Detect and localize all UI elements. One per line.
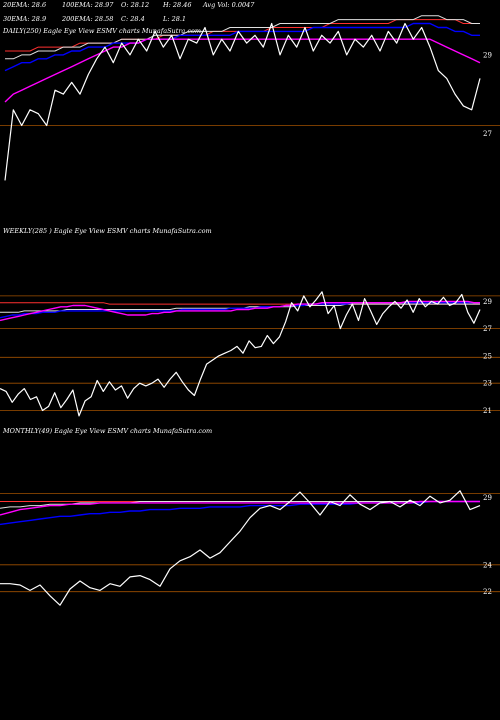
monthly-ema20-line [0, 500, 480, 516]
weekly-y-tick-label: 25 [483, 352, 492, 360]
weekly-y-tick-label: 21 [483, 407, 492, 415]
weekly-y-tick-label: 27 [483, 325, 492, 333]
header-high: H: 28.46 [162, 1, 192, 9]
monthly-y-tick-label: 22 [483, 588, 492, 596]
header-ema30: 30EMA: 28.9 [3, 15, 46, 23]
header-close: C: 28.4 [121, 15, 145, 23]
header-avg-vol: Avg Vol: 0.0047 [202, 1, 255, 9]
header-ema20: 20EMA: 28.6 [2, 1, 46, 9]
header-ema200: 200EMA: 28.58 [61, 15, 113, 23]
daily-ema-mid-line [5, 15, 480, 60]
monthly-y-tick-label: 24 [483, 561, 492, 569]
monthly-price-line [0, 490, 481, 606]
level-lines-layer [0, 125, 500, 593]
monthly-ema-mid-line [0, 501, 480, 509]
series-layer [0, 15, 481, 606]
weekly-price-line [0, 291, 481, 417]
daily-y-tick-label: 29 [483, 51, 492, 59]
daily-panel-title: DAILY(250) Eagle Eye View ESMV charts Mu… [2, 27, 201, 35]
header-open: O: 28.12 [121, 1, 149, 9]
header-low: L: 28.1 [162, 15, 186, 23]
daily-ema30-line [4, 22, 480, 72]
weekly-y-tick-label: 29 [483, 298, 492, 306]
header-ema100: 100EMA: 28.97 [62, 1, 114, 9]
tick-labels-layer: 29 27 29 27 25 23 21 29 24 22 [483, 51, 492, 596]
daily-price-line [4, 22, 481, 181]
weekly-ema20-line [0, 300, 480, 322]
monthly-y-tick-label: 29 [483, 494, 492, 502]
weekly-panel-title: WEEKLY(285 ) Eagle Eye View ESMV charts … [3, 227, 212, 235]
monthly-panel-title: MONTHLY(49) Eagle Eye View ESMV charts M… [2, 427, 212, 435]
weekly-y-tick-label: 23 [483, 380, 492, 388]
daily-y-tick-label: 27 [483, 130, 492, 138]
daily-ema20-line [4, 38, 481, 103]
